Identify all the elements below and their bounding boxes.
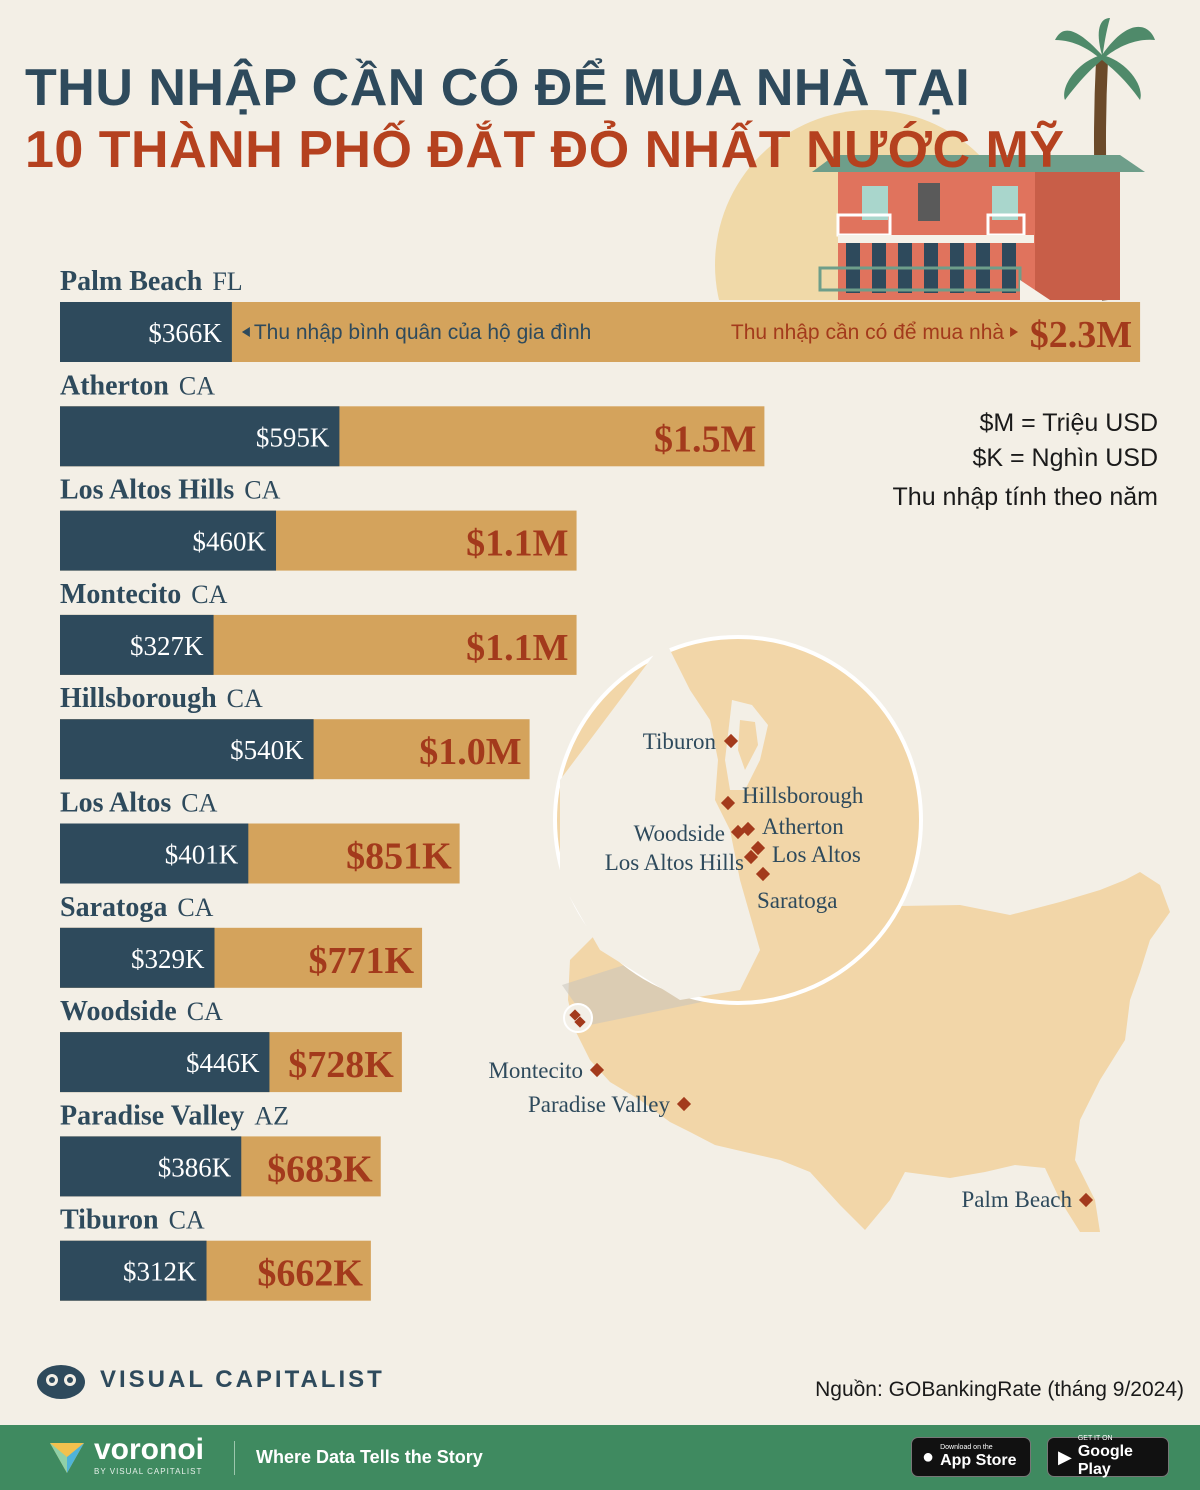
household-income-label: $540K (230, 735, 304, 765)
vc-mark-icon (37, 1365, 85, 1399)
state-label: CA (191, 580, 227, 609)
house-roof (812, 155, 1145, 172)
state-label: FL (212, 267, 242, 296)
required-income-label: $1.1M (466, 523, 568, 565)
map-label-tiburon: Tiburon (643, 729, 717, 754)
household-income-label: $366K (148, 318, 222, 348)
palm-leaves (1055, 18, 1155, 100)
household-income-bar (60, 302, 232, 362)
legend-thousand-note: $K = Nghìn USD (972, 444, 1158, 472)
footer-tagline: Where Data Tells the Story (256, 1447, 483, 1467)
income-bar-chart: Palm Beach FL $366K $2.3M Thu nhập bình quân… (60, 266, 1141, 1301)
required-income-label: $1.0M (419, 731, 521, 773)
google-play-label: Google Play (1077, 1443, 1133, 1478)
household-income-bar (60, 510, 277, 571)
required-arrow-icon (1010, 327, 1019, 337)
household-income-label: $386K (158, 1152, 232, 1182)
map-label-paradise-valley: Paradise Valley (528, 1092, 671, 1117)
required-income-bar (60, 302, 1141, 362)
map-markers (589, 733, 1094, 1208)
voronoi-logo[interactable]: voronoi BY VISUAL CAPITALIST (48, 1435, 204, 1476)
state-label: CA (244, 476, 280, 505)
map-label-los-altos: Los Altos (772, 842, 861, 867)
household-income-label: $312K (123, 1257, 197, 1287)
play-icon: ▶ (1058, 1446, 1072, 1467)
map-label-hillsborough: Hillsborough (742, 783, 864, 808)
required-income-label: $1.1M (466, 627, 568, 669)
map-label-palm-beach: Palm Beach (962, 1187, 1073, 1212)
city-label: Los Altos (60, 788, 171, 819)
state-label: CA (177, 893, 213, 922)
bay-water (560, 640, 760, 1000)
voronoi-mark-icon (50, 1442, 84, 1473)
household-income-label: $329K (131, 944, 205, 974)
city-label: Tiburon (60, 1205, 159, 1236)
legend-period-note: Thu nhập tính theo năm (892, 483, 1158, 511)
vc-brand-name: VISUAL CAPITALIST (100, 1366, 385, 1393)
zoom-source-circle (563, 1003, 593, 1033)
household-income-label: $446K (186, 1048, 260, 1078)
household-arrow-icon (241, 327, 250, 337)
map-label-atherton: Atherton (762, 814, 844, 839)
required-income-label: $662K (257, 1253, 363, 1295)
app-store-label: App Store (940, 1452, 1017, 1469)
household-income-bar (60, 719, 314, 780)
house-illustration (0, 18, 1200, 310)
household-income-bar (60, 406, 340, 467)
household-income-label: $401K (165, 840, 239, 870)
required-income-annotation: Thu nhập cần có để mua nhà (731, 321, 1005, 344)
unit-legend: $M = Triệu USD $K = Nghìn USD Thu nhập t… (893, 406, 1158, 515)
map-label-woodside: Woodside (634, 821, 725, 846)
city-label: Los Altos Hills (60, 475, 234, 506)
required-income-label: $1.5M (654, 418, 756, 460)
state-label: AZ (254, 1101, 289, 1130)
voronoi-byline: BY VISUAL CAPITALIST (94, 1467, 203, 1476)
state-label: CA (169, 1206, 205, 1235)
household-income-label: $327K (130, 631, 204, 661)
state-label: CA (181, 789, 217, 818)
household-income-annotation: Thu nhập bình quân của hộ gia đình (254, 321, 591, 344)
us-map: Tiburon Hillsborough Atherton Woodside L… (488, 635, 1170, 1232)
city-label: Atherton (60, 370, 169, 401)
zoom-cone (562, 960, 760, 1025)
city-label: Montecito (60, 579, 181, 610)
household-income-bar (60, 823, 249, 884)
city-label: Palm Beach (60, 266, 203, 297)
map-label-montecito: Montecito (488, 1058, 583, 1083)
household-income-bar (60, 927, 215, 988)
household-income-label: $460K (193, 527, 267, 557)
legend-million-note: $M = Triệu USD (979, 409, 1158, 437)
app-store-small-text: Download on the (940, 1444, 993, 1451)
google-play-small-text: GET IT ON (1077, 1435, 1113, 1442)
footer-divider (234, 1441, 235, 1475)
source-note: Nguồn: GOBankingRate (tháng 9/2024) (815, 1378, 1184, 1401)
page-title-line2: 10 THÀNH PHỐ ĐẮT ĐỎ NHẤT NƯỚC MỸ (25, 121, 1065, 179)
city-label: Saratoga (60, 892, 167, 923)
page-title-line1: THU NHẬP CẦN CÓ ĐỂ MUA NHÀ TẠI (25, 59, 971, 117)
city-label: Paradise Valley (60, 1100, 244, 1131)
required-income-label: $2.3M (1030, 314, 1132, 356)
household-income-bar (60, 1032, 270, 1093)
app-store-button[interactable]: ● Download on the App Store (911, 1437, 1031, 1477)
household-income-bar (60, 614, 214, 675)
visual-capitalist-logo: VISUAL CAPITALIST (36, 1360, 385, 1400)
household-income-bar (60, 1136, 242, 1197)
state-label: CA (227, 684, 263, 713)
apple-icon: ● (922, 1445, 935, 1468)
google-play-button[interactable]: ▶ GET IT ON Google Play (1047, 1435, 1169, 1478)
required-income-label: $683K (267, 1148, 373, 1190)
required-income-label: $851K (346, 836, 452, 878)
city-label: Woodside (60, 996, 177, 1027)
household-income-label: $595K (256, 422, 330, 452)
household-income-bar (60, 1240, 207, 1301)
required-income-label: $771K (308, 940, 414, 982)
state-label: CA (179, 371, 215, 400)
map-label-saratoga: Saratoga (757, 888, 837, 913)
required-income-label: $728K (288, 1044, 394, 1086)
footer-bar: voronoi BY VISUAL CAPITALIST Where Data … (0, 1425, 1200, 1490)
voronoi-name: voronoi (94, 1433, 204, 1466)
city-label: Hillsborough (60, 683, 217, 714)
map-label-los-altos-hills: Los Altos Hills (605, 850, 744, 875)
state-label: CA (187, 997, 223, 1026)
